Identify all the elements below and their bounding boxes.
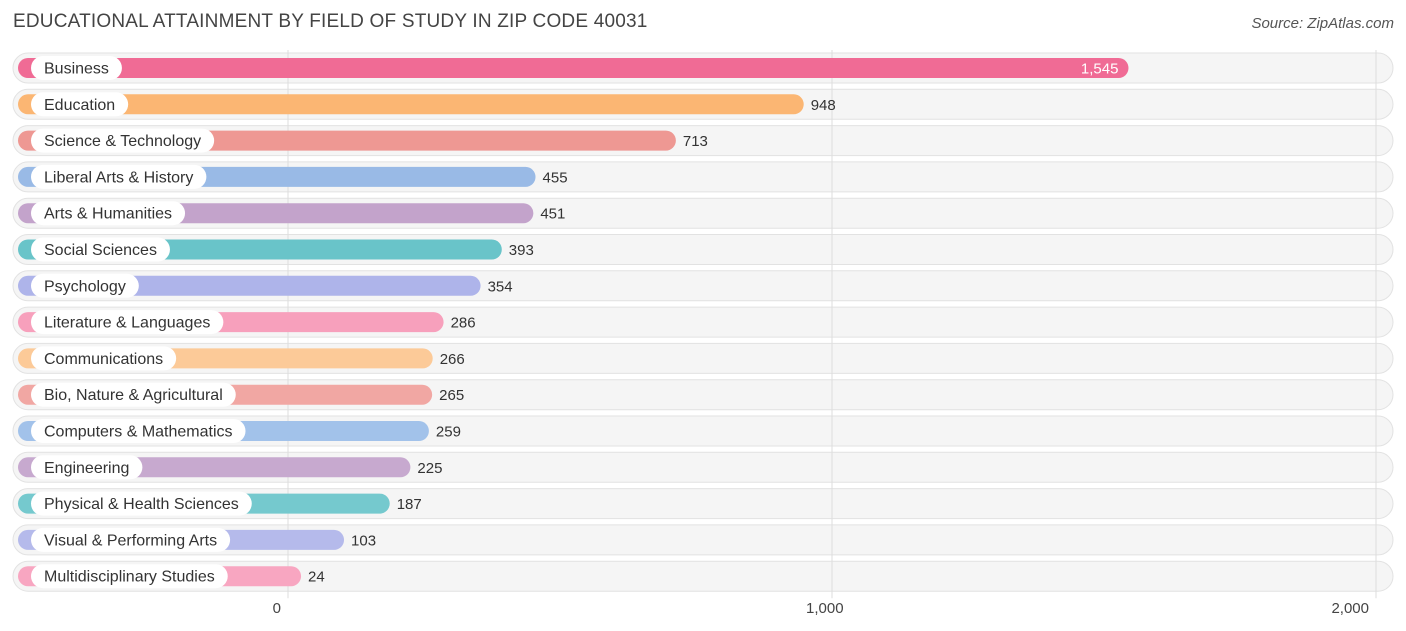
chart-title: EDUCATIONAL ATTAINMENT BY FIELD OF STUDY… bbox=[13, 11, 648, 32]
category-label: Liberal Arts & History bbox=[44, 169, 193, 186]
category-label-chip bbox=[31, 491, 252, 516]
bar bbox=[18, 94, 804, 115]
category-label: Engineering bbox=[44, 460, 129, 477]
value-label: 187 bbox=[397, 496, 422, 513]
category-label: Social Sciences bbox=[44, 242, 157, 259]
category-label-chip bbox=[31, 419, 246, 443]
category-label: Bio, Nature & Agricultural bbox=[44, 387, 223, 404]
value-label: 948 bbox=[811, 97, 836, 114]
value-label: 451 bbox=[540, 206, 565, 223]
category-label-chip bbox=[31, 455, 143, 480]
value-label: 354 bbox=[488, 278, 513, 295]
value-label: 24 bbox=[308, 569, 325, 586]
x-tick-label: 1,000 bbox=[806, 600, 844, 617]
category-label-chip bbox=[31, 310, 224, 335]
category-label-chip bbox=[31, 346, 177, 371]
category-label-chip bbox=[31, 382, 236, 407]
category-label-chip bbox=[31, 92, 129, 117]
value-label: 286 bbox=[451, 315, 476, 332]
value-label: 225 bbox=[417, 460, 442, 477]
category-label-chip bbox=[31, 164, 207, 189]
category-label: Business bbox=[44, 61, 109, 78]
value-label: 103 bbox=[351, 532, 376, 549]
category-label: Arts & Humanities bbox=[44, 206, 172, 223]
x-tick-label: 2,000 bbox=[1331, 600, 1369, 617]
category-label-chip bbox=[31, 56, 122, 80]
category-label-chip bbox=[31, 273, 139, 298]
category-label: Education bbox=[44, 97, 115, 114]
value-label: 1,545 bbox=[1081, 61, 1119, 78]
category-label-chip bbox=[31, 128, 215, 153]
category-label-chip bbox=[31, 564, 228, 589]
category-label: Communications bbox=[44, 351, 163, 368]
category-label: Literature & Languages bbox=[44, 315, 210, 332]
category-label: Physical & Health Sciences bbox=[44, 496, 239, 513]
chart-source: Source: ZipAtlas.com bbox=[1251, 15, 1394, 32]
value-label: 455 bbox=[543, 169, 568, 186]
value-label: 266 bbox=[440, 351, 465, 368]
row-background bbox=[12, 524, 1394, 556]
x-tick-label: 0 bbox=[273, 600, 281, 617]
category-label: Visual & Performing Arts bbox=[44, 532, 217, 549]
category-label: Psychology bbox=[44, 278, 126, 295]
bar bbox=[18, 58, 1129, 78]
category-label: Multidisciplinary Studies bbox=[44, 569, 215, 586]
category-label: Computers & Mathematics bbox=[44, 424, 233, 441]
category-label-chip bbox=[31, 527, 231, 552]
value-label: 259 bbox=[436, 424, 461, 441]
row-background bbox=[12, 560, 1394, 592]
category-label-chip bbox=[31, 201, 186, 226]
value-label: 393 bbox=[509, 242, 534, 259]
value-label: 713 bbox=[683, 133, 708, 150]
category-label: Science & Technology bbox=[44, 133, 201, 150]
category-label-chip bbox=[31, 237, 170, 262]
value-label: 265 bbox=[439, 387, 464, 404]
